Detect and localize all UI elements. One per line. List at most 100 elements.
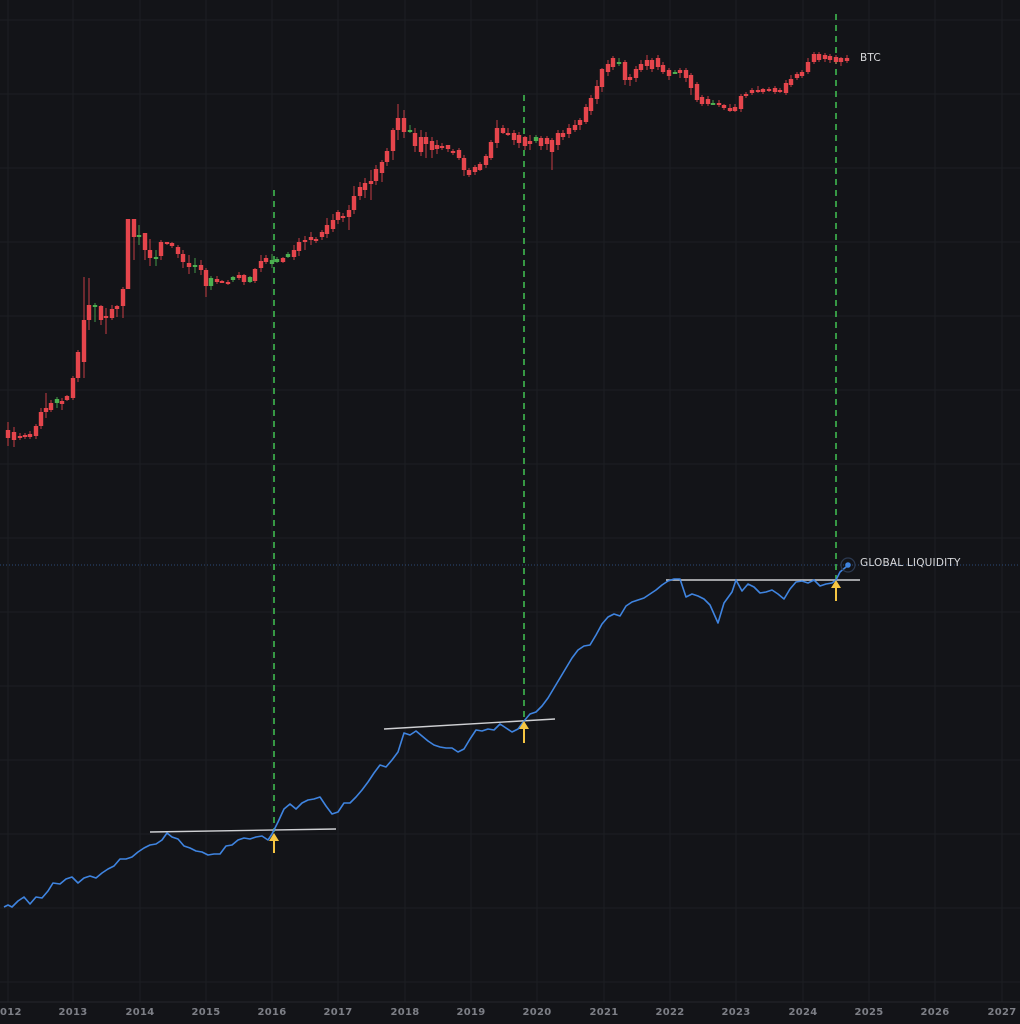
candle-down <box>461 158 467 170</box>
candle-down <box>549 140 555 152</box>
candle-down <box>799 72 805 76</box>
candle-down <box>395 118 401 130</box>
candle-down <box>560 133 566 137</box>
x-axis-tick-label: 2015 <box>191 1007 221 1018</box>
candle-down <box>450 151 456 153</box>
candle-down <box>538 138 544 146</box>
candle-down <box>627 77 633 80</box>
marker-dot <box>845 562 851 568</box>
candle-down <box>743 94 749 96</box>
candle-down <box>833 57 839 62</box>
candle-down <box>214 279 220 282</box>
x-axis-tick-label: 012 <box>0 1007 22 1018</box>
btc-series-label: BTC <box>860 52 881 64</box>
candle-up <box>92 305 98 307</box>
candle-down <box>572 125 578 130</box>
candle-down <box>660 65 666 72</box>
candle-up <box>153 257 159 259</box>
candle-up <box>274 259 280 262</box>
candle-down <box>760 89 766 92</box>
candle-down <box>794 74 800 78</box>
candle-down <box>423 137 429 144</box>
arrow-up-icon <box>519 721 529 729</box>
candle-down <box>605 64 611 72</box>
candle-down <box>638 64 644 70</box>
candle-down <box>505 133 511 135</box>
x-axis-tick-label: 2026 <box>920 1007 950 1018</box>
candle-down <box>699 97 705 104</box>
candle-down <box>811 54 817 62</box>
candle-down <box>324 225 330 234</box>
candle-down <box>203 270 209 286</box>
candle-down <box>296 242 302 251</box>
candle-down <box>27 434 33 437</box>
candle-down <box>319 232 325 237</box>
candle-down <box>114 306 120 309</box>
x-axis-tick-label: 2025 <box>854 1007 884 1018</box>
candle-down <box>677 70 683 73</box>
breakout-arrow-icons <box>269 580 841 853</box>
candle-down <box>477 164 483 170</box>
x-axis-tick-label: 2019 <box>456 1007 486 1018</box>
candle-down <box>610 58 616 67</box>
candle-down <box>11 432 17 440</box>
candle-down <box>445 145 451 149</box>
candle-down <box>772 88 778 92</box>
x-axis-tick-label: 2016 <box>257 1007 287 1018</box>
x-axis-tick-label: 2017 <box>323 1007 353 1018</box>
candle-down <box>313 239 319 241</box>
candle-down <box>727 108 733 111</box>
candle-down <box>169 243 175 246</box>
resistance-level-line <box>383 718 556 730</box>
candle-down <box>131 219 137 237</box>
candle-down <box>766 89 772 91</box>
liquidity-last-value-marker <box>840 557 856 573</box>
candle-down <box>527 141 533 144</box>
candle-down <box>594 86 600 99</box>
candle-down <box>125 219 131 289</box>
candle-down <box>120 289 126 306</box>
arrow-up-icon <box>269 833 279 841</box>
candle-up <box>136 235 142 237</box>
candle-up <box>247 277 253 282</box>
candle-down <box>335 212 341 220</box>
candle-down <box>330 220 336 229</box>
candle-up <box>230 277 236 280</box>
candle-down <box>822 55 828 59</box>
candle-down <box>622 62 628 80</box>
candle-down <box>351 196 357 210</box>
candle-up <box>285 254 291 257</box>
candle-down <box>577 120 583 125</box>
candle-down <box>252 269 258 281</box>
candle-down <box>434 145 440 149</box>
x-axis-tick-label: 2021 <box>589 1007 619 1018</box>
candle-down <box>511 133 517 140</box>
x-axis-tick-label: 2014 <box>125 1007 155 1018</box>
candle-down <box>439 146 445 148</box>
candle-down <box>705 99 711 104</box>
candle-up <box>54 399 60 403</box>
candle-down <box>483 156 489 165</box>
candle-down <box>340 216 346 218</box>
candle-down <box>142 233 148 250</box>
candle-down <box>555 133 561 145</box>
candle-down <box>721 105 727 108</box>
candle-down <box>788 79 794 85</box>
candle-down <box>48 403 54 410</box>
candle-down <box>103 316 109 318</box>
candle-down <box>655 58 661 67</box>
marker-halo <box>840 557 856 573</box>
candle-down <box>412 133 418 146</box>
candle-down <box>644 60 650 66</box>
candle-down <box>258 261 264 268</box>
candle-down <box>5 430 11 438</box>
candle-up <box>710 103 716 105</box>
breakout-vertical-lines <box>273 14 837 832</box>
candle-down <box>384 151 390 162</box>
grid-lines <box>0 0 1020 1002</box>
candle-down <box>379 162 385 173</box>
candle-down <box>755 90 761 92</box>
candle-up <box>192 265 198 267</box>
candle-down <box>599 69 605 87</box>
